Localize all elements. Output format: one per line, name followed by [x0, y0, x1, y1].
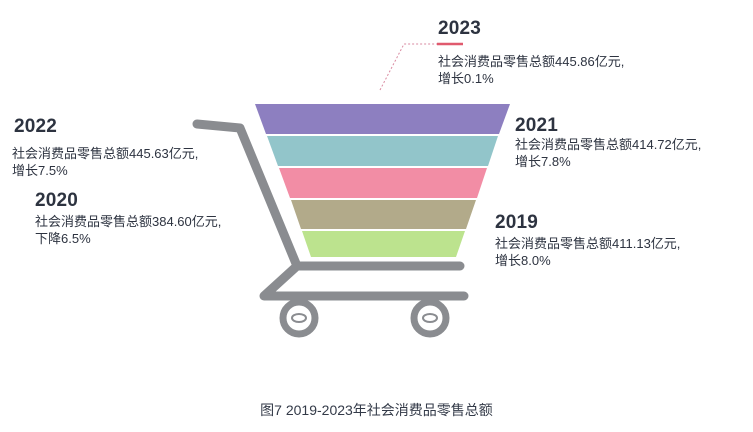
funnel-layer-2021 — [267, 136, 498, 166]
annotation-2022: 社会消费品零售总额445.63亿元, 增长7.5% — [12, 145, 198, 179]
annotation-2023-change: 增长0.1% — [438, 71, 494, 86]
annotation-2020-total: 社会消费品零售总额384.60亿元, — [35, 214, 222, 229]
annotation-2022-change: 增长7.5% — [12, 163, 68, 178]
annotation-2021-change: 增长7.8% — [515, 154, 571, 169]
cart-bottom-rail — [259, 261, 469, 301]
funnel-layer-2020 — [291, 200, 476, 229]
funnel-layer-2023 — [255, 104, 510, 134]
annotation-2023-total: 社会消费品零售总额445.86亿元, — [438, 54, 625, 69]
cart-wheel-right — [410, 298, 450, 338]
cart-wheel-left — [279, 298, 319, 338]
annotation-2019-total: 社会消费品零售总额411.13亿元, — [495, 236, 681, 251]
annotation-2020: 社会消费品零售总额384.60亿元, 下降6.5% — [35, 213, 221, 247]
figure-caption: 图7 2019-2023年社会消费品零售总额 — [260, 402, 493, 418]
annotation-2020-change: 下降6.5% — [35, 231, 91, 246]
annotation-2021: 社会消费品零售总额414.72亿元, 增长7.8% — [515, 136, 701, 170]
year-label-2019: 2019 — [495, 212, 539, 233]
year-label-2021: 2021 — [515, 115, 559, 136]
cart-frame — [192, 119, 465, 271]
annotation-2021-total: 社会消费品零售总额414.72亿元, — [515, 137, 702, 152]
annotation-2019: 社会消费品零售总额411.13亿元, 增长8.0% — [495, 235, 680, 269]
annotation-2022-total: 社会消费品零售总额445.63亿元, — [12, 146, 199, 161]
year-label-2020: 2020 — [35, 190, 79, 211]
year-label-2023: 2023 — [438, 18, 482, 39]
funnel-layer-2022 — [279, 168, 487, 198]
annotation-2023: 社会消费品零售总额445.86亿元, 增长0.1% — [438, 53, 624, 87]
annotation-2019-change: 增长8.0% — [495, 253, 551, 268]
year-label-2022: 2022 — [14, 116, 58, 137]
funnel-layer-2019 — [302, 231, 465, 257]
leader-line-2023 — [379, 43, 437, 91]
